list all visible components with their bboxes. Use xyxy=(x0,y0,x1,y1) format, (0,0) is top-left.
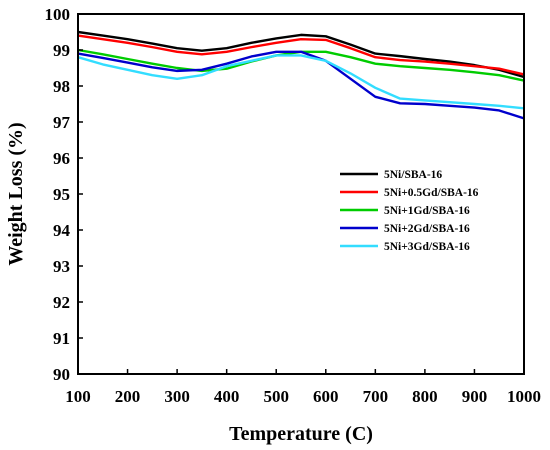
x-tick-label: 800 xyxy=(412,387,438,406)
y-tick-label: 98 xyxy=(53,77,70,96)
y-tick-label: 95 xyxy=(53,185,70,204)
legend-label: 5Ni+1Gd/SBA-16 xyxy=(384,205,470,217)
y-tick-label: 94 xyxy=(53,221,71,240)
x-tick-label: 300 xyxy=(164,387,190,406)
x-tick-label: 200 xyxy=(115,387,141,406)
series-line-5 xyxy=(77,54,525,110)
y-tick-label: 97 xyxy=(53,113,71,132)
x-tick-label: 400 xyxy=(214,387,240,406)
y-axis-title: Weight Loss (%) xyxy=(5,122,27,265)
legend-label: 5Ni+2Gd/SBA-16 xyxy=(384,223,470,235)
legend: 5Ni/SBA-16 5Ni+0.5Gd/SBA-16 5Ni+1Gd/SBA-16… xyxy=(340,169,479,253)
y-tick-label: 92 xyxy=(53,293,70,312)
x-axis-title: Temperature (C) xyxy=(229,423,373,445)
series-line-4 xyxy=(77,50,525,120)
y-tick-label: 100 xyxy=(45,5,71,24)
series-line-1 xyxy=(77,30,525,79)
y-tick-label: 99 xyxy=(53,41,70,60)
y-tick-label: 93 xyxy=(53,257,70,276)
y-tick-label: 91 xyxy=(53,329,70,348)
x-tick-label: 600 xyxy=(313,387,339,406)
x-tick-label: 100 xyxy=(65,387,91,406)
y-tick-label: 90 xyxy=(53,365,70,384)
legend-label: 5Ni/SBA-16 xyxy=(384,169,442,181)
x-tick-label: 700 xyxy=(363,387,389,406)
x-tick-label: 1000 xyxy=(507,387,541,406)
legend-label: 5Ni+0.5Gd/SBA-16 xyxy=(384,187,479,199)
y-tick-label: 96 xyxy=(53,149,70,168)
series-layer xyxy=(77,30,525,120)
x-tick-label: 900 xyxy=(462,387,488,406)
series-line-2 xyxy=(77,34,525,76)
ticks-layer: 100 200 300 400 500 600 700 800 900 1000 90 91 92 93 9… xyxy=(45,5,542,406)
x-tick-label: 500 xyxy=(263,387,289,406)
legend-label: 5Ni+3Gd/SBA-16 xyxy=(384,241,470,253)
